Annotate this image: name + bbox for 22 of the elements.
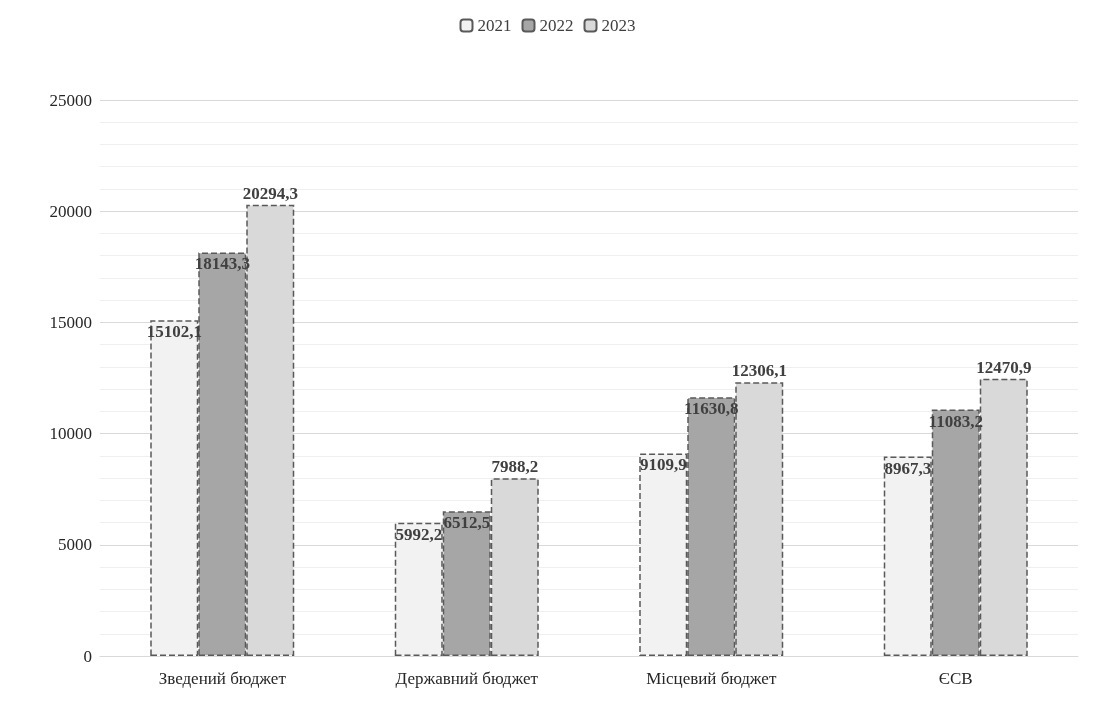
y-tick-label: 0 [83,646,92,666]
legend-label: 2023 [601,16,636,35]
data-label: 20294,3 [242,183,298,203]
y-tick-label: 25000 [49,90,92,110]
data-label: 8967,3 [884,458,932,478]
y-tick-label: 20000 [49,201,92,221]
data-label: 9109,9 [639,455,687,475]
y-tick-label: 5000 [58,535,92,555]
data-label: 7988,2 [491,457,539,477]
y-tick-label: 10000 [49,424,92,444]
x-tick-label: Зведений бюджет [158,669,287,688]
data-label: 5992,2 [395,524,443,544]
data-label: 15102,1 [146,322,202,342]
legend-label: 2021 [477,16,512,35]
y-tick-label: 15000 [49,312,92,332]
data-label: 6512,5 [443,513,491,533]
x-tick-label: Державний бюджет [395,669,539,688]
legend-label: 2022 [539,16,574,35]
data-label: 12306,1 [731,361,787,381]
x-tick-label: Місцевий бюджет [646,669,777,688]
data-label: 12470,9 [976,357,1032,377]
x-tick-label: ЄСВ [938,669,973,688]
